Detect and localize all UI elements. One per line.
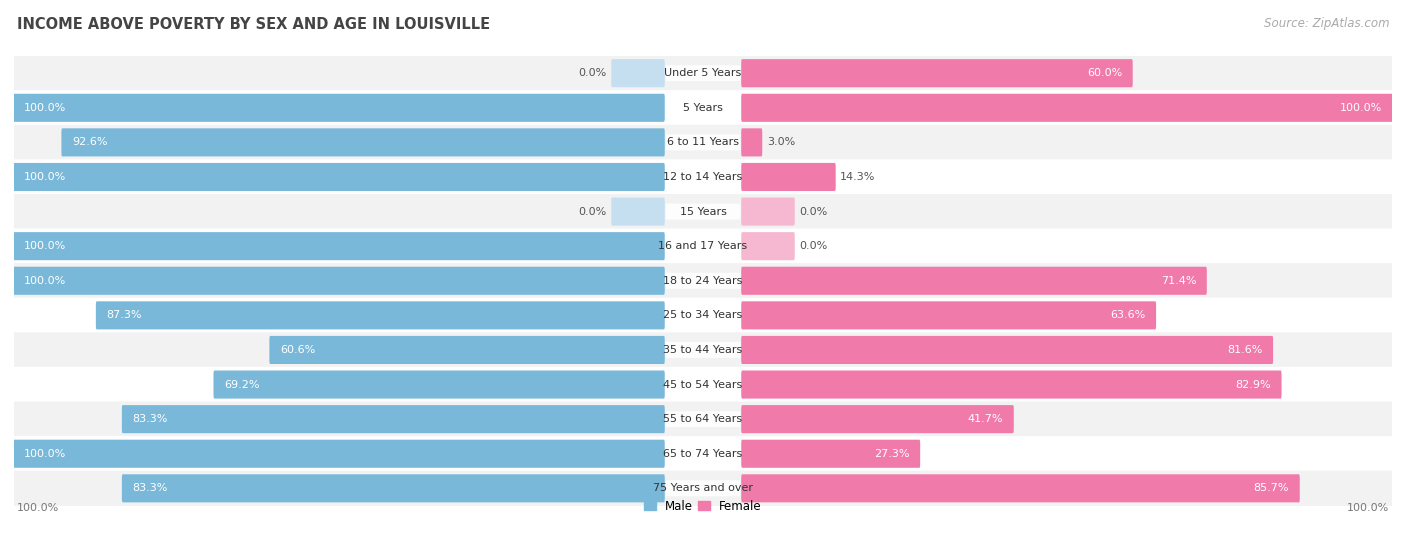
- FancyBboxPatch shape: [741, 59, 1133, 87]
- Text: 71.4%: 71.4%: [1161, 276, 1197, 286]
- Text: Source: ZipAtlas.com: Source: ZipAtlas.com: [1264, 17, 1389, 30]
- FancyBboxPatch shape: [665, 446, 741, 462]
- Text: 16 and 17 Years: 16 and 17 Years: [658, 241, 748, 251]
- Text: 100.0%: 100.0%: [24, 241, 66, 251]
- Text: 0.0%: 0.0%: [799, 207, 828, 216]
- FancyBboxPatch shape: [14, 55, 1392, 91]
- FancyBboxPatch shape: [13, 94, 665, 122]
- FancyBboxPatch shape: [665, 169, 741, 185]
- Text: 65 to 74 Years: 65 to 74 Years: [664, 449, 742, 459]
- Text: 5 Years: 5 Years: [683, 103, 723, 113]
- FancyBboxPatch shape: [14, 125, 1392, 160]
- Text: 100.0%: 100.0%: [24, 103, 66, 113]
- FancyBboxPatch shape: [741, 336, 1272, 364]
- FancyBboxPatch shape: [741, 94, 1393, 122]
- FancyBboxPatch shape: [665, 203, 741, 220]
- FancyBboxPatch shape: [741, 301, 1156, 329]
- FancyBboxPatch shape: [665, 273, 741, 288]
- FancyBboxPatch shape: [14, 298, 1392, 333]
- FancyBboxPatch shape: [741, 129, 762, 157]
- FancyBboxPatch shape: [665, 238, 741, 254]
- Text: 87.3%: 87.3%: [107, 310, 142, 320]
- FancyBboxPatch shape: [14, 194, 1392, 229]
- Text: 63.6%: 63.6%: [1111, 310, 1146, 320]
- FancyBboxPatch shape: [665, 377, 741, 392]
- Text: 85.7%: 85.7%: [1254, 484, 1289, 494]
- FancyBboxPatch shape: [14, 332, 1392, 368]
- FancyBboxPatch shape: [122, 405, 665, 433]
- FancyBboxPatch shape: [741, 197, 794, 226]
- FancyBboxPatch shape: [741, 163, 835, 191]
- Text: 69.2%: 69.2%: [224, 380, 260, 390]
- FancyBboxPatch shape: [14, 471, 1392, 506]
- FancyBboxPatch shape: [612, 197, 665, 226]
- FancyBboxPatch shape: [14, 90, 1392, 125]
- Text: 100.0%: 100.0%: [17, 503, 59, 513]
- FancyBboxPatch shape: [122, 474, 665, 503]
- FancyBboxPatch shape: [14, 367, 1392, 402]
- FancyBboxPatch shape: [13, 232, 665, 260]
- Text: 27.3%: 27.3%: [875, 449, 910, 459]
- FancyBboxPatch shape: [665, 480, 741, 496]
- Text: 81.6%: 81.6%: [1227, 345, 1263, 355]
- Text: 41.7%: 41.7%: [967, 414, 1004, 424]
- Text: 12 to 14 Years: 12 to 14 Years: [664, 172, 742, 182]
- FancyBboxPatch shape: [665, 307, 741, 323]
- Text: 83.3%: 83.3%: [132, 484, 167, 494]
- Text: 6 to 11 Years: 6 to 11 Years: [666, 138, 740, 148]
- FancyBboxPatch shape: [665, 411, 741, 427]
- Text: 100.0%: 100.0%: [24, 172, 66, 182]
- FancyBboxPatch shape: [741, 440, 920, 468]
- FancyBboxPatch shape: [214, 371, 665, 399]
- Text: 100.0%: 100.0%: [24, 276, 66, 286]
- FancyBboxPatch shape: [96, 301, 665, 329]
- FancyBboxPatch shape: [13, 267, 665, 295]
- FancyBboxPatch shape: [270, 336, 665, 364]
- Text: 100.0%: 100.0%: [1340, 103, 1382, 113]
- Text: 60.0%: 60.0%: [1087, 68, 1122, 78]
- Text: 75 Years and over: 75 Years and over: [652, 484, 754, 494]
- FancyBboxPatch shape: [741, 371, 1281, 399]
- FancyBboxPatch shape: [741, 232, 794, 260]
- FancyBboxPatch shape: [14, 401, 1392, 437]
- Text: 82.9%: 82.9%: [1236, 380, 1271, 390]
- Legend: Male, Female: Male, Female: [644, 500, 762, 513]
- Text: 45 to 54 Years: 45 to 54 Years: [664, 380, 742, 390]
- FancyBboxPatch shape: [665, 65, 741, 81]
- Text: 15 Years: 15 Years: [679, 207, 727, 216]
- FancyBboxPatch shape: [14, 159, 1392, 195]
- Text: 83.3%: 83.3%: [132, 414, 167, 424]
- Text: INCOME ABOVE POVERTY BY SEX AND AGE IN LOUISVILLE: INCOME ABOVE POVERTY BY SEX AND AGE IN L…: [17, 17, 491, 32]
- Text: 18 to 24 Years: 18 to 24 Years: [664, 276, 742, 286]
- Text: 0.0%: 0.0%: [578, 207, 607, 216]
- Text: 60.6%: 60.6%: [280, 345, 315, 355]
- Text: 92.6%: 92.6%: [72, 138, 107, 148]
- FancyBboxPatch shape: [62, 129, 665, 157]
- FancyBboxPatch shape: [741, 405, 1014, 433]
- Text: 14.3%: 14.3%: [841, 172, 876, 182]
- Text: 55 to 64 Years: 55 to 64 Years: [664, 414, 742, 424]
- FancyBboxPatch shape: [665, 100, 741, 116]
- Text: 0.0%: 0.0%: [578, 68, 607, 78]
- Text: 100.0%: 100.0%: [24, 449, 66, 459]
- FancyBboxPatch shape: [665, 134, 741, 150]
- Text: 35 to 44 Years: 35 to 44 Years: [664, 345, 742, 355]
- Text: Under 5 Years: Under 5 Years: [665, 68, 741, 78]
- FancyBboxPatch shape: [14, 436, 1392, 471]
- Text: 0.0%: 0.0%: [799, 241, 828, 251]
- FancyBboxPatch shape: [14, 229, 1392, 264]
- FancyBboxPatch shape: [13, 440, 665, 468]
- FancyBboxPatch shape: [665, 342, 741, 358]
- FancyBboxPatch shape: [741, 474, 1299, 503]
- Text: 100.0%: 100.0%: [1347, 503, 1389, 513]
- FancyBboxPatch shape: [741, 267, 1206, 295]
- FancyBboxPatch shape: [14, 263, 1392, 299]
- Text: 3.0%: 3.0%: [766, 138, 794, 148]
- Text: 25 to 34 Years: 25 to 34 Years: [664, 310, 742, 320]
- FancyBboxPatch shape: [13, 163, 665, 191]
- FancyBboxPatch shape: [612, 59, 665, 87]
